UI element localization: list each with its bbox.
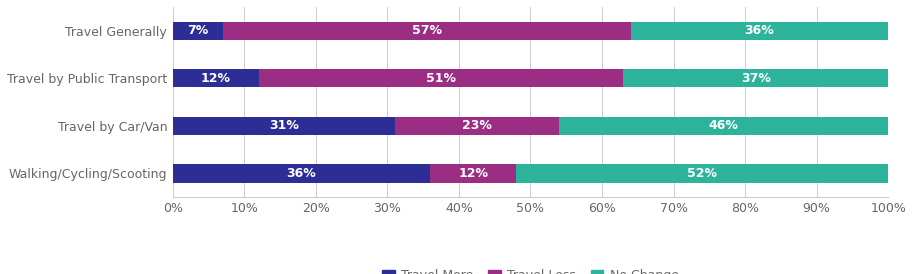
Text: 46%: 46% (708, 119, 739, 132)
Bar (631, 22, 888, 40)
Text: 57%: 57% (412, 24, 442, 37)
Bar (173, 22, 223, 40)
Bar (173, 117, 394, 135)
Text: 36%: 36% (744, 24, 774, 37)
Text: 51%: 51% (426, 72, 456, 85)
Bar (258, 69, 624, 87)
Text: 36%: 36% (287, 167, 317, 180)
Bar (173, 69, 258, 87)
Text: 52%: 52% (687, 167, 717, 180)
Bar (173, 164, 430, 182)
Text: 7%: 7% (187, 24, 208, 37)
Bar (559, 117, 888, 135)
Bar (516, 164, 888, 182)
Bar (223, 22, 631, 40)
Text: 12%: 12% (458, 167, 488, 180)
Text: 23%: 23% (462, 119, 492, 132)
Text: 31%: 31% (268, 119, 299, 132)
Bar (430, 164, 516, 182)
Text: 37%: 37% (740, 72, 771, 85)
Text: 12%: 12% (201, 72, 231, 85)
Bar (394, 117, 559, 135)
Legend: Travel More, Travel Less, No Change: Travel More, Travel Less, No Change (377, 264, 684, 274)
Bar (624, 69, 888, 87)
